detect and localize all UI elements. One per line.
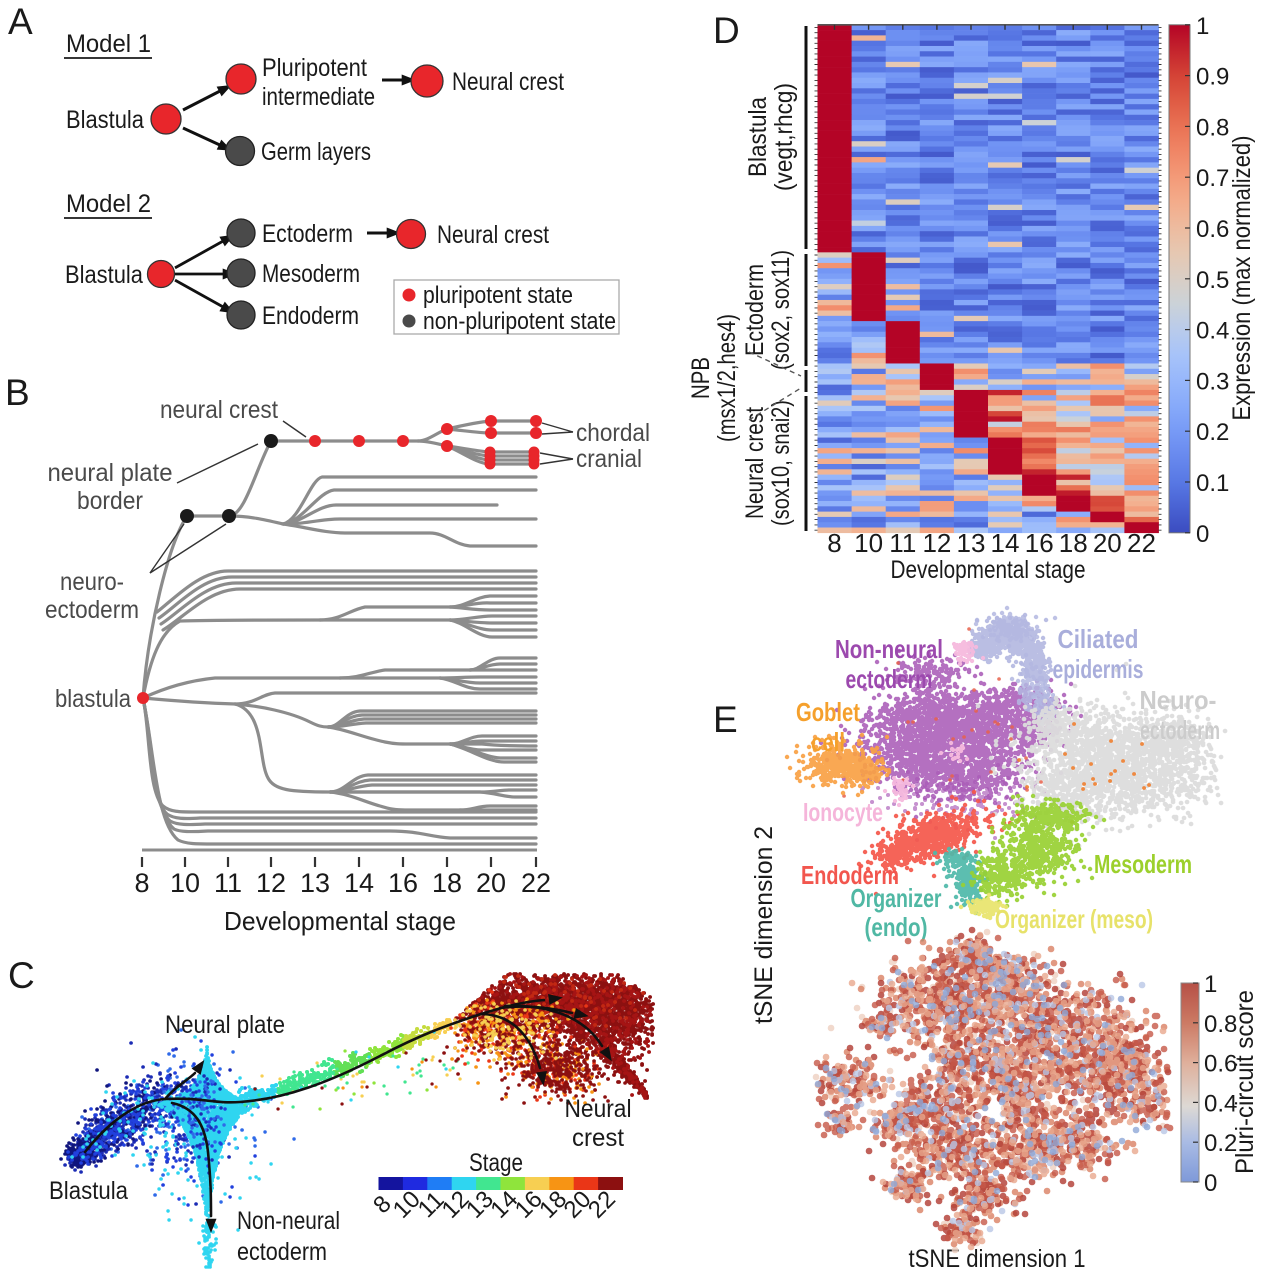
svg-text:0: 0 xyxy=(1204,1170,1217,1197)
svg-text:12: 12 xyxy=(256,868,286,898)
svg-text:12: 12 xyxy=(922,528,951,558)
svg-text:tSNE dimension 1: tSNE dimension 1 xyxy=(909,1245,1086,1273)
svg-text:neural crest: neural crest xyxy=(160,396,278,424)
svg-text:Endoderm: Endoderm xyxy=(801,860,899,890)
svg-text:cranial: cranial xyxy=(576,445,642,473)
svg-text:ectoderm: ectoderm xyxy=(237,1238,327,1266)
svg-text:(sox2, sox11): (sox2, sox11) xyxy=(767,250,795,370)
svg-text:Goblet: Goblet xyxy=(796,697,860,727)
svg-text:epidermis: epidermis xyxy=(1053,654,1144,684)
svg-text:Ectoderm: Ectoderm xyxy=(262,220,353,248)
svg-text:0.8: 0.8 xyxy=(1196,114,1229,141)
svg-text:1: 1 xyxy=(1204,971,1217,998)
svg-text:8: 8 xyxy=(827,528,841,558)
svg-text:Stage: Stage xyxy=(469,1149,523,1177)
svg-text:Neural crest: Neural crest xyxy=(452,68,564,96)
svg-text:Non-neural: Non-neural xyxy=(835,634,943,664)
svg-text:Pluri-circuit score: Pluri-circuit score xyxy=(1231,990,1259,1174)
svg-text:14: 14 xyxy=(991,528,1020,558)
svg-text:0.3: 0.3 xyxy=(1196,368,1229,395)
svg-text:Neural plate: Neural plate xyxy=(165,1011,285,1039)
svg-text:0.6: 0.6 xyxy=(1204,1051,1237,1078)
svg-text:22: 22 xyxy=(1127,528,1156,558)
svg-text:Mesoderm: Mesoderm xyxy=(1094,849,1192,879)
svg-text:Organizer (meso): Organizer (meso) xyxy=(995,904,1153,934)
svg-text:ectoderm: ectoderm xyxy=(1140,715,1220,745)
svg-text:0.9: 0.9 xyxy=(1196,64,1229,91)
svg-text:(sox10, snai2): (sox10, snai2) xyxy=(767,400,795,526)
svg-text:non-pluripotent state: non-pluripotent state xyxy=(423,308,616,335)
svg-text:Model 1: Model 1 xyxy=(66,30,151,58)
svg-text:(vegt,rhcg): (vegt,rhcg) xyxy=(770,83,798,191)
svg-text:0.1: 0.1 xyxy=(1196,470,1229,497)
svg-text:ectoderm: ectoderm xyxy=(846,664,933,694)
svg-text:8: 8 xyxy=(134,868,149,898)
svg-text:11: 11 xyxy=(889,528,916,558)
svg-text:Pluripotent: Pluripotent xyxy=(262,54,367,82)
svg-text:Blastula: Blastula xyxy=(744,97,772,177)
svg-text:crest: crest xyxy=(572,1124,624,1152)
svg-text:intermediate: intermediate xyxy=(262,83,375,111)
svg-text:Non-neural: Non-neural xyxy=(237,1207,340,1235)
svg-text:blastula: blastula xyxy=(55,685,131,713)
svg-text:Neural crest: Neural crest xyxy=(741,407,769,519)
svg-text:A: A xyxy=(8,1,33,42)
svg-text:0.6: 0.6 xyxy=(1196,216,1229,243)
svg-text:0.4: 0.4 xyxy=(1196,318,1229,345)
svg-text:20: 20 xyxy=(1093,528,1122,558)
svg-text:0.4: 0.4 xyxy=(1204,1090,1237,1117)
svg-text:22: 22 xyxy=(521,868,551,898)
svg-text:13: 13 xyxy=(300,868,330,898)
svg-text:14: 14 xyxy=(344,868,374,898)
svg-text:Germ layers: Germ layers xyxy=(261,138,371,166)
svg-text:0.8: 0.8 xyxy=(1204,1011,1237,1038)
svg-text:0: 0 xyxy=(1196,521,1209,548)
svg-text:Ionocyte: Ionocyte xyxy=(803,797,883,827)
svg-text:Mesoderm: Mesoderm xyxy=(262,260,360,288)
svg-text:chordal: chordal xyxy=(576,419,650,447)
svg-text:Model 2: Model 2 xyxy=(66,190,151,218)
svg-text:0.7: 0.7 xyxy=(1196,165,1229,192)
svg-text:Developmental stage: Developmental stage xyxy=(891,556,1086,584)
svg-text:11: 11 xyxy=(214,868,242,898)
svg-text:1: 1 xyxy=(1196,13,1209,40)
svg-text:Neural crest: Neural crest xyxy=(437,221,549,249)
svg-text:Blastula: Blastula xyxy=(65,261,143,289)
svg-text:(endo): (endo) xyxy=(865,912,928,942)
svg-text:Organizer: Organizer xyxy=(851,883,942,913)
svg-text:Ectoderm: Ectoderm xyxy=(741,264,769,356)
svg-text:18: 18 xyxy=(1059,528,1088,558)
svg-text:0.2: 0.2 xyxy=(1196,419,1229,446)
svg-text:Blastula: Blastula xyxy=(66,106,144,134)
svg-text:10: 10 xyxy=(170,868,200,898)
svg-text:Neural: Neural xyxy=(565,1095,632,1123)
svg-text:13: 13 xyxy=(957,528,986,558)
svg-text:Ciliated: Ciliated xyxy=(1058,624,1139,654)
svg-text:0.2: 0.2 xyxy=(1204,1130,1237,1157)
svg-text:18: 18 xyxy=(432,868,462,898)
svg-text:B: B xyxy=(5,372,30,413)
svg-text:20: 20 xyxy=(476,868,506,898)
svg-text:E: E xyxy=(713,699,738,740)
svg-text:16: 16 xyxy=(388,868,418,898)
svg-text:tSNE dimension 2: tSNE dimension 2 xyxy=(750,826,778,1024)
svg-text:border: border xyxy=(77,487,143,515)
svg-text:16: 16 xyxy=(1025,528,1054,558)
svg-text:cell: cell xyxy=(811,727,845,757)
svg-text:neural plate: neural plate xyxy=(48,459,173,487)
svg-text:Developmental stage: Developmental stage xyxy=(224,906,456,936)
svg-text:C: C xyxy=(8,955,35,996)
svg-text:D: D xyxy=(713,10,740,51)
svg-text:0.5: 0.5 xyxy=(1196,267,1229,294)
svg-text:neuro-: neuro- xyxy=(60,568,124,596)
svg-text:pluripotent state: pluripotent state xyxy=(423,282,573,309)
svg-text:NPB: NPB xyxy=(687,357,715,399)
svg-text:Blastula: Blastula xyxy=(49,1177,128,1205)
svg-text:Expression (max normalized): Expression (max normalized) xyxy=(1228,136,1256,421)
svg-text:Neuro-: Neuro- xyxy=(1140,685,1217,715)
svg-text:ectoderm: ectoderm xyxy=(45,596,139,624)
svg-text:10: 10 xyxy=(854,528,883,558)
svg-text:Endoderm: Endoderm xyxy=(262,302,359,330)
svg-text:(msx1/2,hes4): (msx1/2,hes4) xyxy=(713,314,741,442)
